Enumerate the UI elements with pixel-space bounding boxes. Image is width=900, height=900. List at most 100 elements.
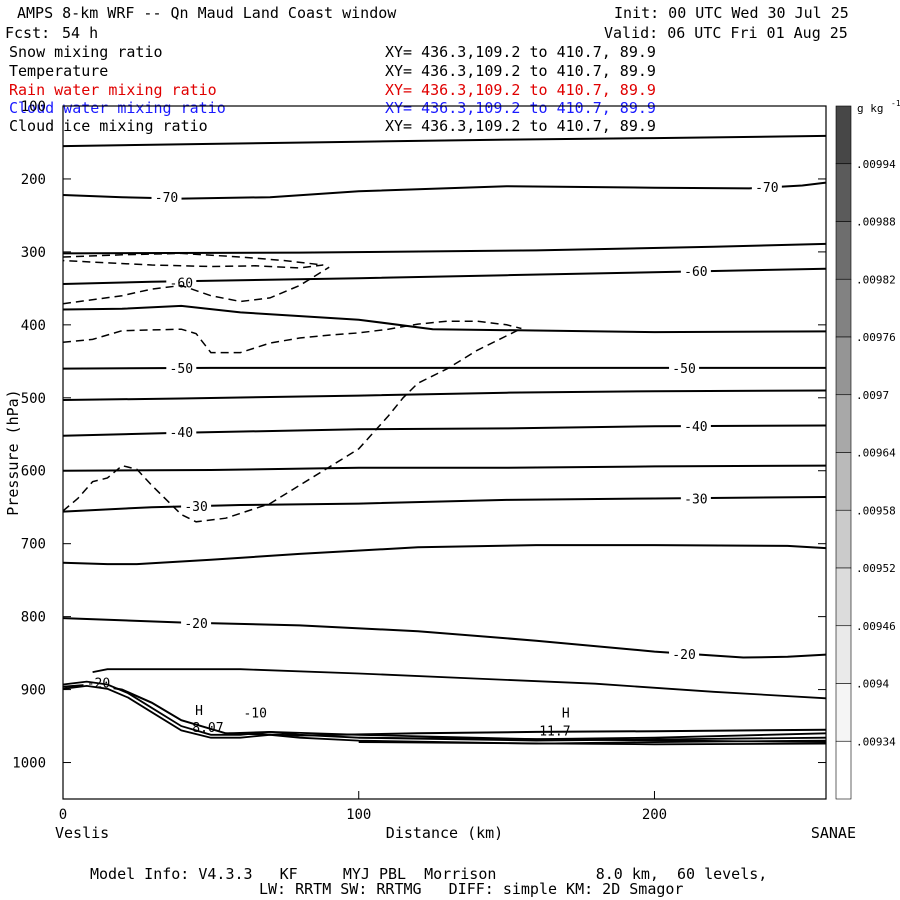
y-axis-label: Pressure (hPa) (4, 389, 22, 515)
colorbar-label: .00952 (856, 562, 896, 575)
y-tick-label: 700 (21, 537, 46, 553)
contour-annotation: H (195, 704, 203, 719)
temperature-contour (62, 304, 827, 334)
y-tick-label: 500 (21, 391, 46, 407)
colorbar-unit-exponent: -1 (891, 99, 900, 108)
plot-frame (62, 105, 827, 800)
field-xy: XY= 436.3,109.2 to 410.7, 89.9 (385, 62, 656, 80)
colorbar: .00994 .00988 .00982 .00976 .0097 .00964 .0095… (835, 99, 900, 800)
colorbar-swatch (835, 567, 852, 627)
cloud-ice-contour (62, 327, 522, 523)
contour-label-bg (181, 616, 212, 631)
colorbar-swatch (835, 221, 852, 280)
x-axis-label: Distance (km) (386, 824, 503, 842)
contour-label: -70 (155, 191, 178, 206)
surface-contour (62, 684, 827, 745)
colorbar-label: .00994 (856, 158, 896, 171)
field-xy: XY= 436.3,109.2 to 410.7, 89.9 (385, 99, 656, 117)
contour-label-bg (166, 360, 197, 375)
contour-annotation: -10 (243, 706, 266, 721)
colorbar-swatch (835, 278, 852, 338)
temperature-contour (62, 389, 827, 401)
surface-contour (358, 741, 827, 746)
y-tick-label: 100 (21, 99, 46, 115)
field-name: Temperature (9, 62, 109, 80)
field-name: Rain water mixing ratio (9, 81, 217, 99)
footer-physics-info: LW: RRTM SW: RRTMG DIFF: simple KM: 2D S… (259, 880, 684, 898)
contour-label-bg (669, 360, 700, 375)
cloud-ice-contour (62, 252, 324, 269)
colorbar-label: .00946 (856, 620, 896, 633)
right-endpoint-label: SANAE (811, 824, 856, 842)
contour-annotation: H (562, 706, 570, 721)
contour-label: -50 (170, 362, 193, 377)
contour-label: -60 (170, 277, 193, 292)
x-tick-label: 100 (346, 807, 371, 823)
contour-label: -40 (684, 420, 707, 435)
y-tick-label: 600 (21, 464, 46, 480)
colorbar-label: .00964 (856, 447, 896, 460)
contour-label-bg (181, 498, 212, 513)
colorbar-swatch (835, 105, 852, 165)
left-endpoint-label: Veslis (55, 824, 109, 842)
contour-label-bg (669, 646, 700, 661)
temperature-contour (62, 496, 827, 513)
temperature-contour (62, 134, 827, 148)
contour-label: -20 (672, 648, 695, 663)
contour-label-bg (680, 263, 711, 278)
colorbar-swatch (835, 740, 852, 800)
contour-label: -70 (755, 181, 778, 196)
field-xy: XY= 436.3,109.2 to 410.7, 89.9 (385, 43, 656, 61)
y-tick-label: 1000 (12, 756, 46, 772)
contour-annotation: 8.07 (192, 721, 223, 736)
chart-title: AMPS 8-km WRF -- Qn Maud Land Coast wind… (17, 4, 397, 22)
colorbar-swatch (835, 394, 852, 453)
cloud-ice-contour (62, 266, 330, 305)
temperature-contour (62, 464, 827, 472)
colorbar-swatch (835, 625, 852, 684)
colorbar-label: .00982 (856, 273, 896, 286)
contour-label: -30 (684, 492, 707, 507)
colorbar-swatch (835, 163, 852, 222)
init-time: Init: 00 UTC Wed 30 Jul 25 (614, 4, 849, 22)
field-xy: XY= 436.3,109.2 to 410.7, 89.9 (385, 81, 656, 99)
temperature-contour (62, 617, 827, 659)
colorbar-label: .00988 (856, 216, 896, 229)
axes-layer: 100 200 300 400 500 600 700 800 900 1000 0 100 200 Di… (4, 99, 856, 842)
colorbar-unit: g kg (857, 102, 884, 115)
contour-layer: -70-70-60-60-50 -50-40 -40-30 -30-20-20-20H… (62, 134, 827, 746)
y-tick-label: 400 (21, 318, 46, 334)
contour-label: -20 (184, 617, 207, 632)
colorbar-label: .00976 (856, 331, 896, 344)
y-tick-label: 300 (21, 245, 46, 261)
colorbar-swatch (835, 509, 852, 569)
temperature-contour (62, 242, 827, 255)
contour-label: -30 (184, 500, 207, 515)
contour-label-bg (166, 275, 197, 290)
field-name: Cloud water mixing ratio (9, 99, 226, 117)
x-tick-label: 0 (59, 807, 67, 823)
field-xy: XY= 436.3,109.2 to 410.7, 89.9 (385, 117, 656, 135)
y-tick-label: 200 (21, 172, 46, 188)
temperature-contour (62, 544, 827, 566)
y-tick-label: 800 (21, 610, 46, 626)
forecast-hour: 54 h (62, 24, 99, 42)
valid-time: Valid: 06 UTC Fri 01 Aug 25 (604, 24, 848, 42)
contour-label: -60 (684, 265, 707, 280)
contour-label-bg (680, 419, 711, 434)
colorbar-label: .0097 (856, 389, 889, 402)
contour-label-bg (751, 179, 782, 194)
forecast-label: Fcst: (5, 24, 51, 42)
field-name: Cloud ice mixing ratio (9, 117, 208, 135)
contour-label-bg (166, 425, 197, 440)
colorbar-swatch (835, 683, 852, 742)
colorbar-label: .0094 (856, 678, 889, 691)
contour-label: -50 (672, 362, 695, 377)
y-tick-label: 900 (21, 683, 46, 699)
colorbar-swatch (835, 336, 852, 396)
cloud-ice-contour (62, 320, 522, 354)
contour-label: -40 (170, 426, 193, 441)
contour-label-bg (680, 491, 711, 506)
field-name: Snow mixing ratio (9, 43, 163, 61)
